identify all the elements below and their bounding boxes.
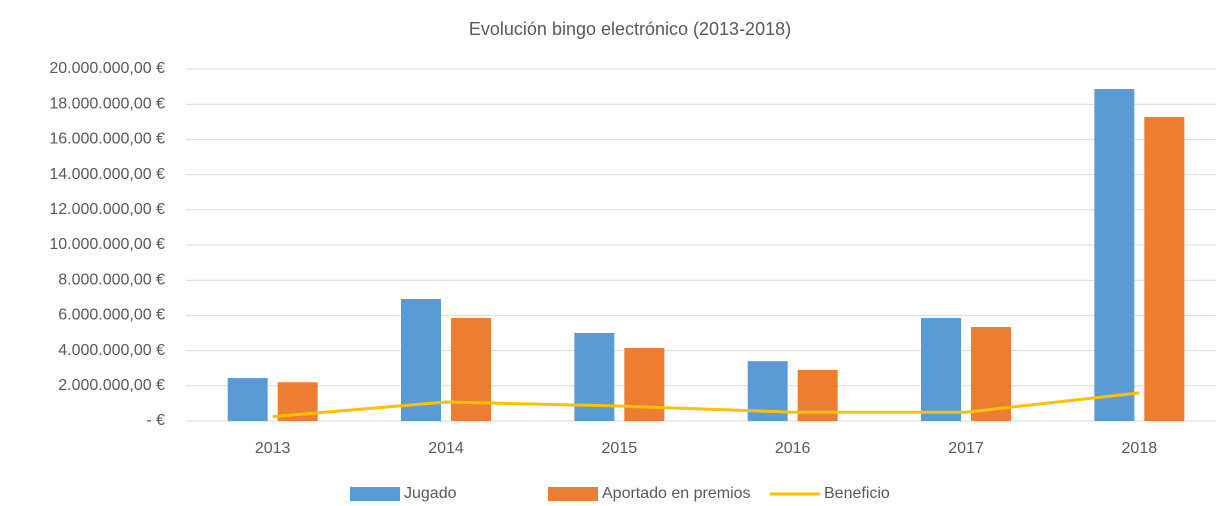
y-tick-label: 6.000.000,00 € bbox=[58, 307, 165, 324]
y-tick-label: 20.000.000,00 € bbox=[49, 60, 165, 77]
bar bbox=[624, 347, 665, 421]
bar bbox=[971, 327, 1011, 421]
y-tick-label: 4.000.000,00 € bbox=[58, 342, 165, 359]
bar bbox=[227, 378, 268, 421]
bar bbox=[451, 318, 491, 421]
y-tick-label: 18.000.000,00 € bbox=[49, 95, 165, 112]
legend-label: Jugado bbox=[404, 485, 457, 502]
y-tick-label: 8.000.000,00 € bbox=[58, 271, 165, 288]
y-tick-label: 12.000.000,00 € bbox=[49, 201, 165, 218]
y-tick-label: - € bbox=[146, 412, 165, 429]
x-tick-label: 2014 bbox=[428, 440, 464, 457]
chart-title: Evolución bingo electrónico (2013-2018) bbox=[469, 19, 791, 39]
y-tick-label: 2.000.000,00 € bbox=[58, 377, 165, 394]
x-tick-label: 2018 bbox=[1122, 440, 1158, 457]
y-tick-label: 16.000.000,00 € bbox=[49, 131, 165, 148]
x-tick-label: 2013 bbox=[255, 440, 291, 457]
bar bbox=[1144, 117, 1185, 421]
bar bbox=[401, 299, 441, 421]
legend-swatch bbox=[548, 487, 598, 501]
bar bbox=[574, 333, 615, 421]
legend-label: Aportado en premios bbox=[602, 485, 751, 502]
x-tick-label: 2016 bbox=[775, 440, 811, 457]
y-tick-label: 10.000.000,00 € bbox=[49, 236, 165, 253]
x-tick-label: 2015 bbox=[602, 440, 638, 457]
x-tick-label: 2017 bbox=[948, 440, 984, 457]
line bbox=[272, 391, 1140, 419]
bar bbox=[921, 318, 961, 421]
legend-label: Beneficio bbox=[824, 485, 890, 502]
y-tick-label: 14.000.000,00 € bbox=[49, 166, 165, 183]
legend-swatch bbox=[350, 487, 400, 501]
bar bbox=[1094, 89, 1135, 422]
